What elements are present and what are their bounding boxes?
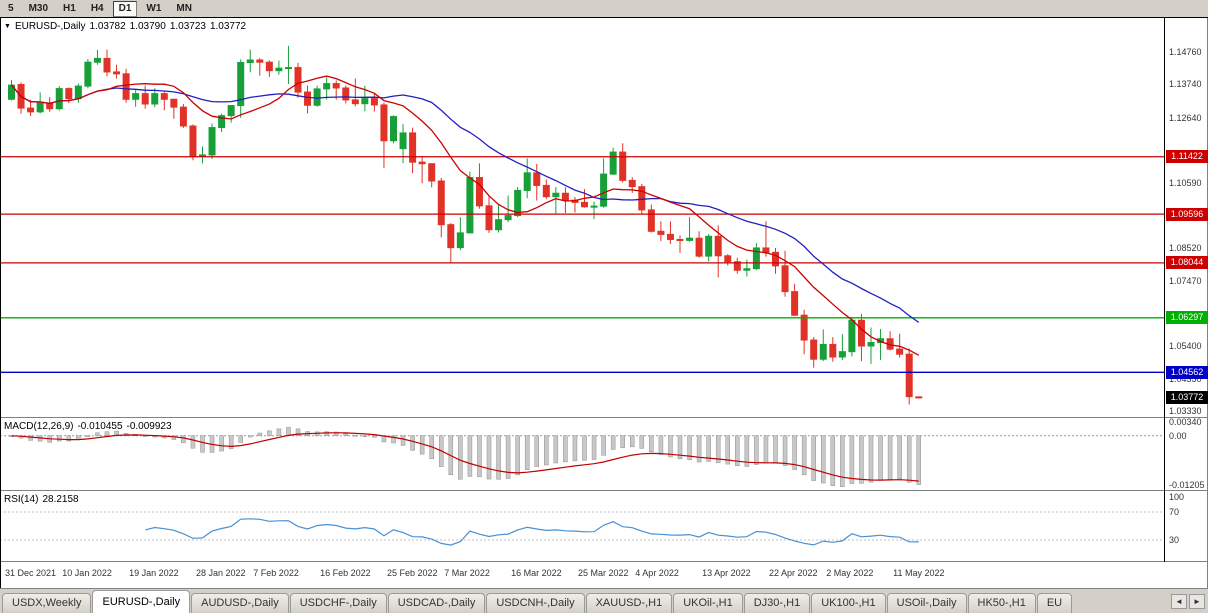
tab-xauusd-h1[interactable]: XAUUSD-,H1	[585, 593, 673, 613]
timeframe-button-5[interactable]: 5	[8, 2, 14, 14]
tab-usoil-daily[interactable]: USOil-,Daily	[886, 593, 967, 613]
timeframe-button-w1[interactable]: W1	[146, 2, 162, 14]
tab-usdchf-daily[interactable]: USDCHF-,Daily	[289, 593, 387, 613]
tab-hk50-h1[interactable]: HK50-,H1	[967, 593, 1036, 613]
tab-dj30-h1[interactable]: DJ30-,H1	[743, 593, 811, 613]
chart-canvas[interactable]	[0, 18, 1208, 588]
tab-uk100-h1[interactable]: UK100-,H1	[811, 593, 886, 613]
tab-usdx-weekly[interactable]: USDX,Weekly	[2, 593, 92, 613]
symbol-tab-bar: USDX,Weekly EURUSD-,Daily AUDUSD-,Daily USD…	[0, 588, 1208, 613]
tab-ukoil-h1[interactable]: UKOil-,H1	[673, 593, 743, 613]
tab-eurusd-daily[interactable]: EURUSD-,Daily	[92, 590, 191, 613]
tab-scroll-arrows: ◄ ►	[1171, 594, 1208, 613]
symbol-tabs: USDX,Weekly EURUSD-,Daily AUDUSD-,Daily USD…	[2, 590, 1073, 613]
tab-scroll-left-icon[interactable]: ◄	[1171, 594, 1187, 609]
chart-area: ▼ EURUSD-,Daily 1.03782 1.03790 1.03723 1.037…	[0, 18, 1208, 588]
tab-eu[interactable]: EU	[1036, 593, 1073, 613]
tab-audusd-daily[interactable]: AUDUSD-,Daily	[191, 593, 289, 613]
timeframe-button-h1[interactable]: H1	[63, 2, 76, 14]
tab-usdcad-daily[interactable]: USDCAD-,Daily	[387, 593, 486, 613]
tab-usdcnh-daily[interactable]: USDCNH-,Daily	[486, 593, 585, 613]
tab-scroll-right-icon[interactable]: ►	[1189, 594, 1205, 609]
timeframe-button-m30[interactable]: M30	[28, 2, 49, 14]
timeframe-button-h4[interactable]: H4	[90, 2, 104, 14]
timeframe-button-mn[interactable]: MN	[176, 2, 192, 14]
timeframe-button-d1[interactable]: D1	[112, 0, 138, 17]
timeframe-toolbar: 5 M30 H1 H4 D1 W1 MN	[0, 0, 1208, 18]
